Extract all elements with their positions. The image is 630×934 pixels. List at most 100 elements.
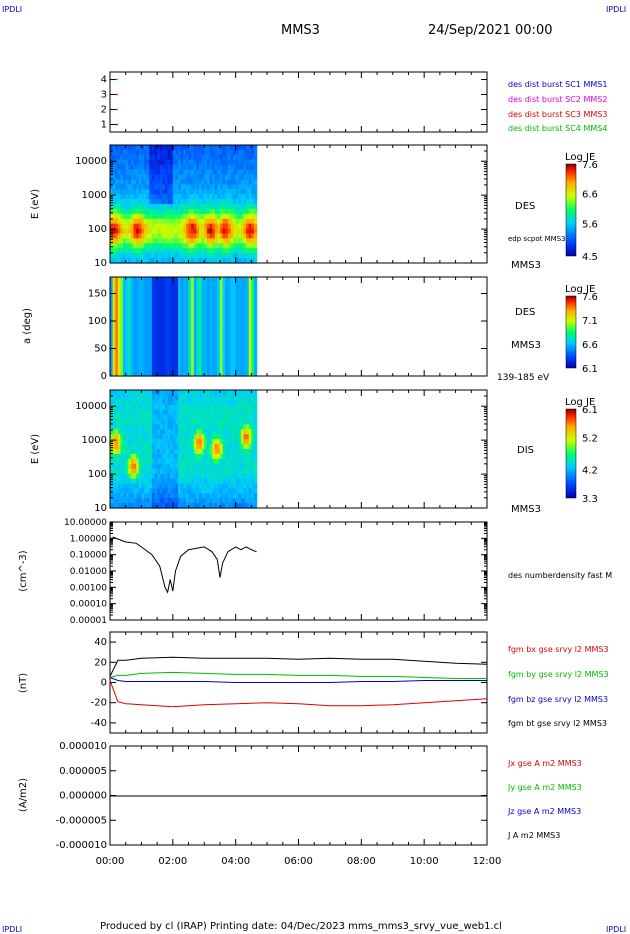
spectrogram-cell	[151, 174, 156, 181]
colorbar-tick-label: 7.1	[582, 316, 598, 327]
spectrogram-cell	[253, 394, 258, 401]
spectrogram-cell	[212, 174, 216, 181]
spectrogram-cell	[157, 159, 161, 166]
spectrogram-cell	[243, 478, 247, 485]
spectrogram-cell	[149, 289, 153, 295]
spectrogram-cell	[164, 159, 169, 166]
spectrogram-cell	[201, 404, 205, 411]
spectrogram-cell	[235, 351, 239, 356]
spectrogram-cell	[128, 289, 132, 295]
spectrogram-cell	[167, 424, 171, 430]
spectrogram-cell	[201, 326, 205, 332]
spectrogram-cell	[227, 338, 232, 344]
spectrogram-cell	[130, 503, 135, 509]
spectrogram-cell	[214, 458, 218, 465]
spectrogram-cell	[188, 213, 192, 220]
spectrogram-cell	[201, 343, 205, 348]
spectrogram-cell	[112, 149, 116, 156]
spectrogram-cell	[110, 238, 114, 244]
spectrogram-cell	[164, 409, 169, 416]
spectrogram-cell	[164, 149, 169, 156]
spectrogram-cell	[188, 297, 192, 303]
spectrogram-cell	[225, 248, 229, 254]
spectrogram-cell	[115, 404, 119, 411]
spectrogram-cell	[217, 218, 221, 225]
spectrogram-cell	[243, 213, 247, 220]
spectrogram-cell	[133, 394, 137, 401]
spectrogram-cell	[175, 453, 179, 460]
spectrogram-cell	[149, 347, 153, 352]
spectrogram-cell	[110, 149, 114, 156]
spectrogram-cell	[199, 223, 203, 230]
legend-jy: Jy gse A m2 MMS3	[507, 783, 582, 792]
spectrogram-cell	[248, 248, 252, 254]
spectrogram-cell	[133, 174, 137, 181]
spectrogram-cell	[251, 149, 255, 156]
spectrogram-cell	[209, 399, 213, 406]
spectrogram-cell	[238, 318, 242, 323]
spectrogram-cell	[123, 281, 127, 286]
spectrogram-cell	[212, 179, 216, 185]
spectrogram-cell	[251, 189, 255, 195]
spectrogram-cell	[230, 434, 234, 440]
spectrogram-cell	[136, 301, 140, 307]
spectrogram-cell	[159, 488, 163, 494]
spectrogram-cell	[253, 314, 258, 319]
spectrogram-cell	[196, 434, 200, 440]
spectrogram-cell	[248, 218, 252, 225]
spectrogram-cell	[159, 145, 163, 151]
spectrogram-cell	[243, 371, 247, 377]
spectrogram-cell	[222, 285, 226, 290]
spectrogram-cell	[159, 338, 163, 344]
spectrogram-cell	[162, 330, 166, 336]
spectrogram-cell	[136, 238, 140, 244]
spectrogram-cell	[180, 488, 184, 494]
spectrogram-cell	[125, 343, 129, 348]
spectrogram-cell	[196, 204, 200, 210]
spectrogram-cell	[204, 314, 208, 319]
spectrogram-cell	[157, 189, 161, 195]
spectrogram-cell	[157, 429, 161, 435]
spectrogram-cell	[128, 253, 132, 259]
spectrogram-cell	[185, 439, 190, 445]
spectrogram-cell	[214, 243, 218, 249]
spectrogram-cell	[243, 363, 247, 369]
spectrogram-cell	[240, 285, 245, 290]
spectrogram-cell	[209, 154, 213, 161]
spectrogram-cell	[230, 453, 234, 460]
spectrogram-cell	[170, 322, 174, 328]
spectrogram-cell	[233, 367, 237, 373]
spectrogram-cell	[183, 194, 187, 200]
spectrogram-cell	[219, 330, 224, 336]
spectrogram-cell	[201, 293, 205, 299]
spectrogram-cell	[183, 473, 187, 480]
spectrogram-cell	[230, 310, 234, 315]
spectrogram-cell	[201, 493, 205, 499]
spectrogram-cell	[178, 238, 182, 244]
spectrogram-cell	[233, 444, 237, 450]
spectrogram-cell	[214, 164, 218, 171]
spectrogram-cell	[204, 458, 208, 465]
spectrogram-cell	[246, 293, 250, 299]
spectrogram-cell	[175, 493, 179, 499]
spectrogram-cell	[230, 314, 234, 319]
spectrogram-cell	[157, 293, 161, 299]
spectrogram-cell	[214, 169, 218, 176]
spectrogram-cell	[149, 419, 153, 426]
spectrogram-cell	[196, 238, 200, 244]
spectrogram-cell	[185, 301, 190, 307]
spectrogram-cell	[219, 338, 224, 344]
spectrogram-cell	[243, 314, 247, 319]
spectrogram-cell	[136, 503, 140, 509]
spectrogram-cell	[217, 439, 221, 445]
spectrogram-cell	[130, 145, 135, 151]
spectrogram-cell	[240, 289, 245, 295]
spectrogram-cell	[133, 289, 137, 295]
spectrogram-cell	[217, 293, 221, 299]
spectrogram-cell	[222, 199, 226, 205]
spectrogram-cell	[123, 169, 127, 176]
spectrogram-cell	[222, 478, 226, 485]
spectrogram-cell	[248, 154, 252, 161]
spectrogram-cell	[185, 503, 190, 509]
spectrogram-cell	[175, 330, 179, 336]
